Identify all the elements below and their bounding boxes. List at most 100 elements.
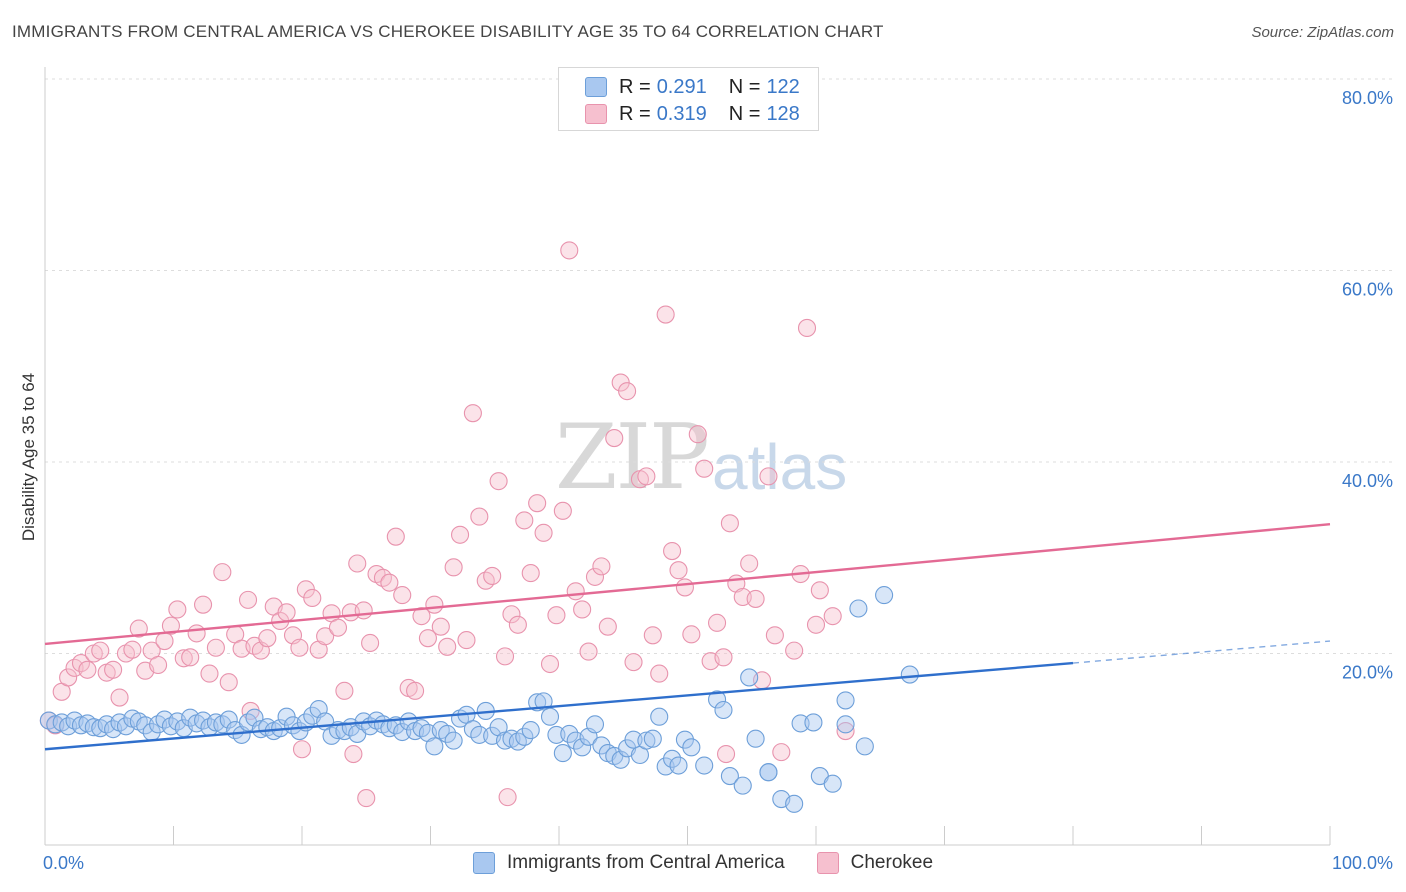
point-cherokee xyxy=(720,514,739,533)
point-central-america xyxy=(759,763,778,782)
point-cherokee xyxy=(740,554,759,573)
series-cherokee-points xyxy=(39,241,855,808)
point-central-america xyxy=(643,729,662,748)
point-central-america xyxy=(708,690,727,709)
legend-n-label: N = xyxy=(728,75,761,98)
legend-r-value: 0.291 xyxy=(656,75,707,98)
point-central-america xyxy=(785,794,804,813)
x-tick-label: 0.0% xyxy=(43,853,84,873)
point-cherokee xyxy=(823,607,842,626)
point-cherokee xyxy=(573,600,592,619)
point-cherokee xyxy=(213,563,232,582)
point-cherokee xyxy=(219,673,238,692)
point-cherokee xyxy=(585,567,605,586)
point-cherokee xyxy=(521,564,540,583)
point-central-america xyxy=(637,731,656,750)
point-cherokee xyxy=(797,318,817,338)
point-central-america xyxy=(585,715,605,734)
trend-line-cherokee xyxy=(44,523,1331,646)
point-central-america xyxy=(669,756,688,775)
point-cherokee xyxy=(489,472,508,491)
point-cherokee xyxy=(695,459,714,478)
point-cherokee xyxy=(605,429,624,448)
point-cherokee xyxy=(149,655,168,675)
point-cherokee xyxy=(155,632,174,651)
legend-r-label: R = xyxy=(619,75,651,98)
point-central-america xyxy=(592,736,611,755)
point-cherokee xyxy=(316,627,335,646)
point-cherokee xyxy=(187,624,206,643)
grid-lines xyxy=(45,78,1392,654)
point-cherokee xyxy=(200,664,219,683)
point-cherokee xyxy=(194,595,213,614)
point-cherokee xyxy=(618,382,637,401)
point-central-america xyxy=(470,725,489,744)
point-cherokee xyxy=(470,507,489,526)
point-central-america xyxy=(438,724,457,743)
legend-swatch-blue xyxy=(585,77,607,97)
legend-item-central-america: Immigrants from Central America xyxy=(472,852,785,874)
y-tick-label: 80.0% xyxy=(1342,88,1393,108)
point-cherokee xyxy=(534,523,553,542)
point-cherokee xyxy=(451,525,470,544)
point-central-america xyxy=(849,599,868,618)
point-cherokee xyxy=(624,653,643,672)
point-cherokee xyxy=(495,647,515,666)
point-central-america xyxy=(675,730,694,749)
point-cherokee xyxy=(650,664,669,683)
point-central-america xyxy=(733,776,752,795)
legend-n-value: 122 xyxy=(766,75,800,98)
point-cherokee xyxy=(78,660,97,679)
point-central-america xyxy=(650,707,669,726)
correlation-legend: R = 0.291 N = 122 R = 0.319 N = 128 xyxy=(558,67,819,131)
tick-labels: 20.0% 40.0% 60.0% 80.0% 0.0% 100.0% xyxy=(43,88,1393,873)
point-cherokee xyxy=(836,722,855,741)
point-central-america xyxy=(547,725,566,744)
point-cherokee xyxy=(418,629,437,648)
point-cherokee xyxy=(688,425,707,444)
point-central-america xyxy=(656,757,675,776)
point-cherokee xyxy=(393,586,412,605)
point-central-america xyxy=(444,731,463,750)
point-cherokee xyxy=(663,541,682,561)
point-cherokee xyxy=(457,631,476,650)
point-cherokee xyxy=(174,649,193,668)
point-cherokee xyxy=(579,642,598,661)
point-cherokee xyxy=(59,668,78,687)
point-central-america xyxy=(219,710,238,729)
point-central-america xyxy=(495,731,515,750)
legend-row-pink: R = 0.319 N = 128 xyxy=(585,102,800,126)
point-cherokee xyxy=(810,581,829,600)
point-central-america xyxy=(393,722,412,742)
point-central-america xyxy=(682,738,701,757)
point-cherokee xyxy=(104,660,123,679)
axes xyxy=(44,67,1331,846)
point-cherokee xyxy=(344,744,363,764)
point-cherokee xyxy=(292,740,312,759)
legend-swatch-blue xyxy=(472,852,495,874)
trend-line-central-america xyxy=(44,661,1074,751)
legend-swatch-pink xyxy=(585,104,607,124)
legend-r-label: R = xyxy=(619,102,651,125)
point-cherokee xyxy=(515,511,534,530)
point-central-america xyxy=(663,749,682,768)
point-central-america xyxy=(521,721,540,740)
point-central-america xyxy=(740,668,759,687)
point-central-america xyxy=(695,756,714,775)
x-tick-label: 100.0% xyxy=(1332,853,1393,873)
point-central-america xyxy=(720,767,739,786)
legend-row-blue: R = 0.291 N = 122 xyxy=(585,75,800,99)
trend-lines xyxy=(44,523,1331,751)
point-cherokee xyxy=(746,589,765,608)
point-cherokee xyxy=(386,527,405,546)
point-cherokee xyxy=(643,626,662,645)
point-cherokee xyxy=(528,494,547,513)
point-cherokee xyxy=(508,615,527,634)
point-cherokee xyxy=(708,613,727,632)
point-cherokee xyxy=(290,638,309,657)
point-cherokee xyxy=(168,600,187,619)
point-cherokee xyxy=(765,626,784,645)
point-cherokee xyxy=(656,305,675,324)
legend-n-value: 128 xyxy=(766,102,800,125)
point-cherokee xyxy=(540,654,560,674)
